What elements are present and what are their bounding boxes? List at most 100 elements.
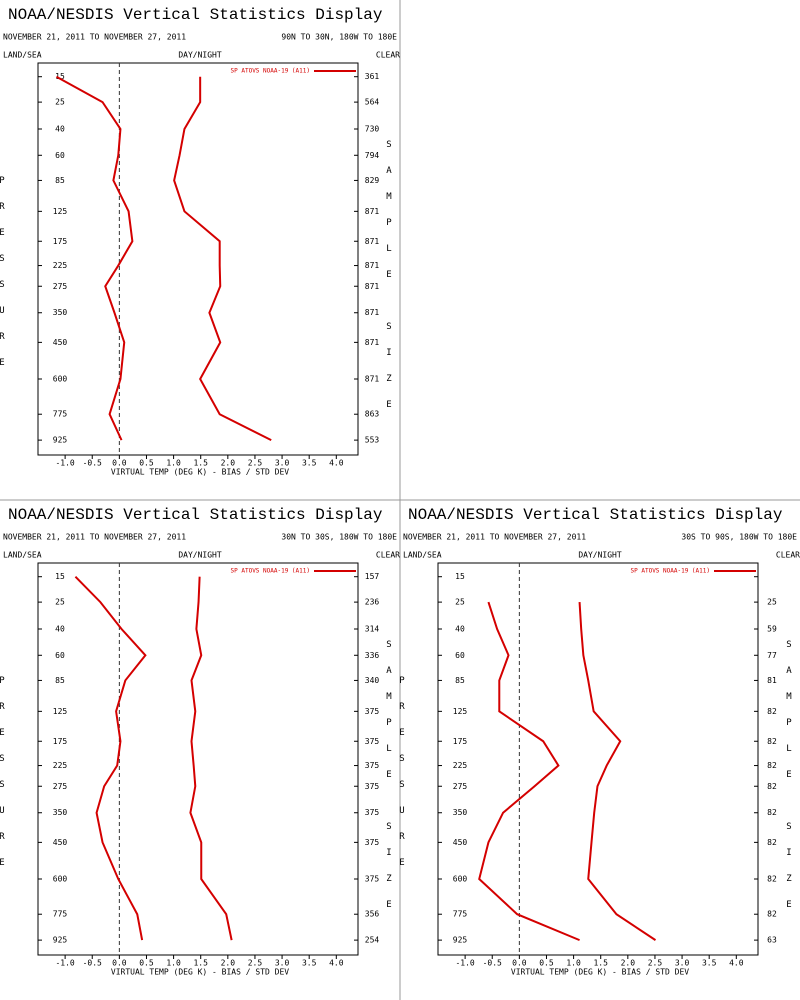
sample-size: 236 (365, 598, 380, 607)
pressure-label: 125 (53, 707, 68, 716)
x-tick-label: 0.0 (112, 959, 127, 968)
sample-size: 375 (365, 707, 380, 716)
clear: CLEAR (776, 551, 800, 560)
sample-size: 375 (365, 782, 380, 791)
pressure-label: 125 (53, 207, 68, 216)
x-tick-label: 0.5 (139, 959, 154, 968)
plot-frame (37, 562, 359, 956)
sample-size: 564 (365, 98, 380, 107)
panel: NOAA/NESDIS Vertical Statistics Display N… (397, 506, 800, 976)
chart-title: NOAA/NESDIS Vertical Statistics Display (408, 506, 783, 524)
x-tick-label: 4.0 (329, 959, 344, 968)
x-tick-label: 2.5 (248, 459, 263, 468)
x-tick-label: 0.0 (112, 459, 127, 468)
x-tick-label: 3.5 (702, 959, 717, 968)
pressure-label: 775 (53, 910, 68, 919)
bias-line (55, 75, 134, 441)
pressure-label: 925 (53, 436, 68, 445)
date-range: NOVEMBER 21, 2011 TO NOVEMBER 27, 2011 (3, 33, 186, 42)
sample-size: 794 (365, 151, 380, 160)
pressure-label: 60 (55, 651, 65, 660)
sample-size: 730 (365, 124, 380, 133)
clear: CLEAR (376, 551, 400, 560)
sample-size: 375 (365, 808, 380, 817)
pressure-label: 600 (53, 374, 68, 383)
pressure-label: 350 (53, 308, 68, 317)
x-tick-label: 4.0 (329, 459, 344, 468)
sample-size: 375 (365, 874, 380, 883)
pressure-label: 125 (453, 707, 468, 716)
sample-size: 81 (767, 676, 777, 685)
pressure-label: 450 (53, 338, 68, 347)
std-dev-line (578, 602, 657, 941)
pressure-label: 85 (55, 176, 65, 185)
sample-size: 25 (767, 598, 777, 607)
sample-size: 314 (365, 624, 380, 633)
sample-size: 82 (767, 782, 777, 791)
sample-size: 871 (365, 374, 380, 383)
x-tick-label: 3.0 (675, 959, 690, 968)
y-axis-label: PRESSURE (0, 676, 7, 884)
sample-size: 82 (767, 910, 777, 919)
x-tick-label: 2.0 (621, 959, 636, 968)
pressure-label: 225 (53, 261, 68, 270)
pressure-label: 275 (53, 782, 68, 791)
pressure-label: 350 (453, 808, 468, 817)
pressure-label: 175 (53, 737, 68, 746)
pressure-label: 175 (453, 737, 468, 746)
legend-label: SP ATOVS NOAA-19 (A11) (231, 68, 310, 75)
panel: NOAA/NESDIS Vertical Statistics Display N… (0, 6, 400, 476)
x-axis-label: VIRTUAL TEMP (DEG K) - BIAS / STD DEV (111, 968, 289, 977)
pressure-label: 600 (53, 874, 68, 883)
chart-title: NOAA/NESDIS Vertical Statistics Display (8, 6, 383, 24)
x-tick-label: -0.5 (83, 959, 102, 968)
x-tick-label: 3.5 (302, 459, 317, 468)
sample-size: 375 (365, 737, 380, 746)
x-tick-label: 2.5 (248, 959, 263, 968)
pressure-label: 225 (453, 761, 468, 770)
pressure-label: 775 (453, 910, 468, 919)
pressure-label: 450 (453, 838, 468, 847)
x-tick-label: -0.5 (483, 959, 502, 968)
day-night: DAY/NIGHT (578, 551, 622, 560)
x-tick-label: 1.0 (166, 459, 181, 468)
pressure-label: 40 (55, 124, 65, 133)
pressure-label: 60 (55, 151, 65, 160)
clear: CLEAR (376, 51, 400, 60)
sample-size: 82 (767, 761, 777, 770)
x-tick-label: 1.5 (593, 959, 608, 968)
sample-size: 871 (365, 282, 380, 291)
pressure-label: 925 (453, 936, 468, 945)
panel: NOAA/NESDIS Vertical Statistics Display N… (0, 506, 400, 976)
x-tick-label: 1.0 (166, 959, 181, 968)
region: 90N TO 30N, 180W TO 180E (281, 33, 397, 42)
x-tick-label: 4.0 (729, 959, 744, 968)
pressure-label: 25 (55, 98, 65, 107)
sample-size: 340 (365, 676, 380, 685)
pressure-label: 15 (55, 572, 65, 581)
sample-size: 553 (365, 436, 380, 445)
x-tick-label: 0.5 (539, 959, 554, 968)
sample-size: 375 (365, 761, 380, 770)
date-range: NOVEMBER 21, 2011 TO NOVEMBER 27, 2011 (403, 533, 586, 542)
x-axis-label: VIRTUAL TEMP (DEG K) - BIAS / STD DEV (511, 968, 689, 977)
sample-size: 356 (365, 910, 380, 919)
chart-title: NOAA/NESDIS Vertical Statistics Display (8, 506, 383, 524)
land-sea: LAND/SEA (3, 51, 42, 60)
sample-size: 375 (365, 838, 380, 847)
x-tick-label: 3.0 (275, 959, 290, 968)
x-axis-label: VIRTUAL TEMP (DEG K) - BIAS / STD DEV (111, 468, 289, 477)
region: 30S TO 90S, 180W TO 180E (681, 533, 797, 542)
y2-axis-label: SAMPLE SIZE (384, 640, 394, 926)
x-tick-label: 1.5 (193, 459, 208, 468)
plot-frame (437, 562, 759, 956)
sample-size: 361 (365, 72, 380, 81)
sample-size: 863 (365, 410, 380, 419)
land-sea: LAND/SEA (403, 551, 442, 560)
date-range: NOVEMBER 21, 2011 TO NOVEMBER 27, 2011 (3, 533, 186, 542)
sample-size: 82 (767, 808, 777, 817)
pressure-label: 15 (455, 572, 465, 581)
sample-size: 871 (365, 207, 380, 216)
sample-size: 336 (365, 651, 380, 660)
